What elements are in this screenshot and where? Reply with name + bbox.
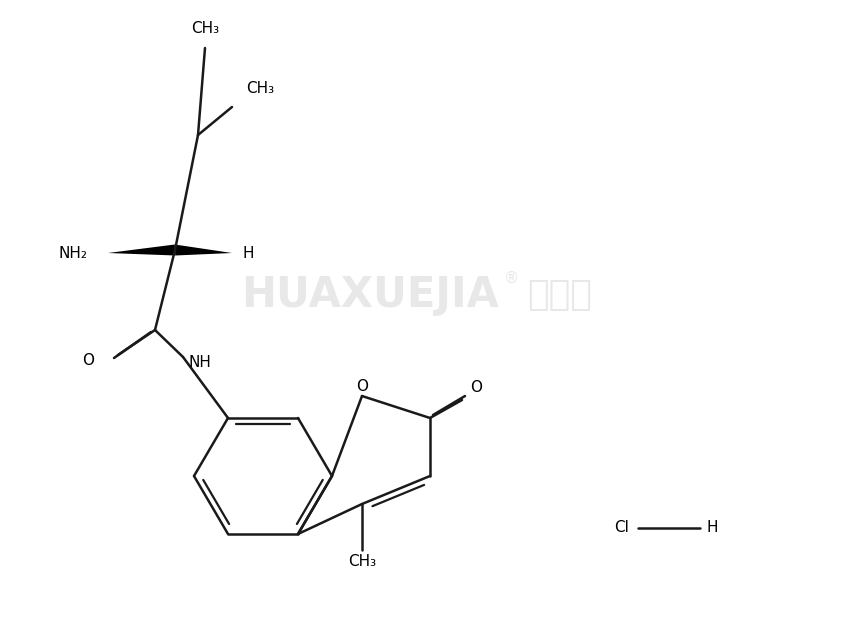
Text: CH₃: CH₃ (246, 80, 274, 95)
Text: CH₃: CH₃ (348, 554, 376, 569)
Text: Cl: Cl (615, 520, 630, 536)
Text: CH₃: CH₃ (191, 21, 219, 35)
Text: O: O (356, 379, 368, 393)
Text: ®: ® (504, 270, 519, 285)
Text: NH: NH (188, 354, 212, 370)
Polygon shape (175, 245, 232, 256)
Polygon shape (108, 245, 175, 256)
Text: HUAXUEJIA: HUAXUEJIA (241, 274, 499, 316)
Text: 化学加: 化学加 (527, 278, 593, 312)
Text: O: O (82, 352, 94, 368)
Text: O: O (470, 381, 482, 395)
Text: NH₂: NH₂ (58, 245, 87, 261)
Text: H: H (706, 520, 718, 536)
Text: H: H (243, 245, 254, 261)
